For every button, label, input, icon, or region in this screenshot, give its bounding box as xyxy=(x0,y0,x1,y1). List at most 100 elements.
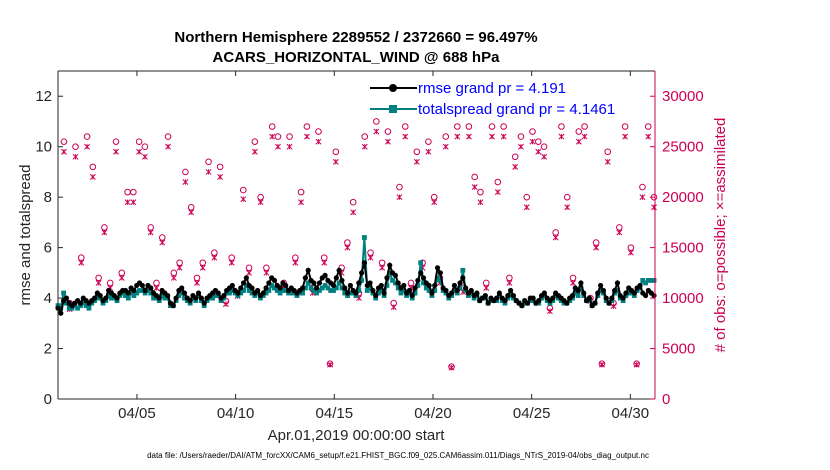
rmse-point xyxy=(353,290,359,296)
obs-assimilated-point xyxy=(275,143,281,150)
obs-assimilated-point xyxy=(425,148,432,155)
rmse-point xyxy=(578,280,584,286)
rmse-point xyxy=(536,298,542,304)
obs-assimilated-point xyxy=(101,229,108,236)
obs-assimilated-point xyxy=(199,264,206,271)
obs-assimilated-point xyxy=(136,148,143,155)
totalspread-point xyxy=(305,280,311,286)
totalspread-point xyxy=(280,288,286,293)
totalspread-point xyxy=(241,288,246,293)
obs-possible-point xyxy=(511,153,519,161)
obs-possible-point xyxy=(135,138,143,145)
totalspread-point xyxy=(274,288,280,293)
rmse-point xyxy=(612,287,618,294)
obs-assimilated-point xyxy=(396,194,403,201)
obs-assimilated-point xyxy=(141,153,148,160)
obs-assimilated-point xyxy=(95,279,102,286)
obs-assimilated-point xyxy=(552,234,559,241)
rmse-point xyxy=(322,272,328,278)
obs-assimilated-point xyxy=(269,133,276,140)
rmse-point xyxy=(356,280,362,286)
obs-assimilated-point xyxy=(246,269,253,276)
obs-possible-point xyxy=(141,143,149,150)
obs-assimilated-point xyxy=(535,148,542,155)
chart-title-line2: ACARS_HORIZONTAL_WIND @ 688 hPa xyxy=(213,49,501,66)
obs-possible-point xyxy=(164,133,172,140)
obs-possible-point xyxy=(471,173,478,181)
totalspread-point xyxy=(66,305,72,311)
obs-assimilated-point xyxy=(529,138,536,145)
rmse-point xyxy=(381,290,387,296)
obs-possible-point xyxy=(89,163,97,171)
totalspread-point xyxy=(229,288,235,293)
rmse-point xyxy=(229,282,235,289)
rmse-point xyxy=(193,295,199,301)
obs-assimilated-point xyxy=(651,204,657,211)
rmse-point xyxy=(170,303,176,309)
rmse-point xyxy=(412,285,418,291)
totalspread-point xyxy=(387,270,393,276)
totalspread-point xyxy=(378,288,384,293)
rmse-point xyxy=(595,290,601,296)
obs-assimilated-point xyxy=(413,158,420,165)
rmse-point xyxy=(305,267,311,273)
obs-possible-point xyxy=(384,128,392,135)
obs-assimilated-point xyxy=(442,143,449,150)
totalspread-point xyxy=(288,290,294,296)
totalspread-point xyxy=(210,295,216,301)
right-y-tick-label: 15000 xyxy=(662,240,704,257)
rmse-point xyxy=(131,287,137,294)
x-tick-label: 04/15 xyxy=(316,405,354,422)
totalspread-point xyxy=(376,290,381,296)
totalspread-point xyxy=(159,293,165,298)
totalspread-point xyxy=(243,283,249,288)
totalspread-point xyxy=(418,260,424,266)
rmse-point xyxy=(493,295,500,301)
totalspread-point xyxy=(179,290,185,296)
rmse-point xyxy=(314,285,320,291)
rmse-point xyxy=(524,300,531,306)
rmse-point xyxy=(623,290,629,296)
totalspread-point xyxy=(269,283,275,288)
right-y-axis-ticks: 0 5000 10000 15000 20000 25000 30000 xyxy=(650,88,704,408)
obs-assimilated-point xyxy=(130,199,137,206)
obs-assimilated-point xyxy=(402,133,409,140)
rmse-point xyxy=(333,275,339,281)
rmse-point xyxy=(463,285,469,291)
totalspread-point xyxy=(283,288,289,293)
x-tick-label: 04/25 xyxy=(513,405,551,422)
rmse-point xyxy=(460,275,466,281)
rmse-point xyxy=(156,295,162,301)
obs-assimilated-point xyxy=(84,143,91,150)
rmse-point xyxy=(347,282,353,289)
obs-assimilated-point xyxy=(124,199,131,206)
obs-possible-point xyxy=(332,148,340,156)
obs-possible-point xyxy=(268,123,276,130)
rmse-point xyxy=(142,287,148,294)
rmse-point xyxy=(457,280,463,286)
totalspread-point xyxy=(336,280,342,286)
rmse-point xyxy=(195,290,202,296)
totalspread-point xyxy=(238,290,244,296)
obs-assimilated-point xyxy=(477,199,484,206)
rmse-point xyxy=(581,290,587,296)
totalspread-point xyxy=(148,290,154,296)
obs-possible-point xyxy=(72,143,79,150)
rmse-point xyxy=(510,292,517,299)
obs-possible-point xyxy=(83,133,91,140)
left-y-tick-label: 8 xyxy=(44,189,52,206)
obs-possible-point xyxy=(413,148,421,156)
obs-possible-point xyxy=(529,128,536,135)
obs-assimilated-point xyxy=(89,174,96,180)
totalspread-point xyxy=(64,300,69,306)
rmse-point xyxy=(339,277,345,284)
legend: rmse grand pr = 4.191 totalspread grand … xyxy=(370,80,615,118)
rmse-point xyxy=(330,282,337,289)
rmse-series xyxy=(55,260,657,316)
obs-assimilated-point xyxy=(327,361,333,368)
left-y-tick-label: 2 xyxy=(44,341,52,358)
totalspread-point xyxy=(106,293,112,298)
totalspread-point xyxy=(364,288,370,293)
totalspread-point xyxy=(395,285,401,291)
obs-possible-point xyxy=(239,186,247,194)
